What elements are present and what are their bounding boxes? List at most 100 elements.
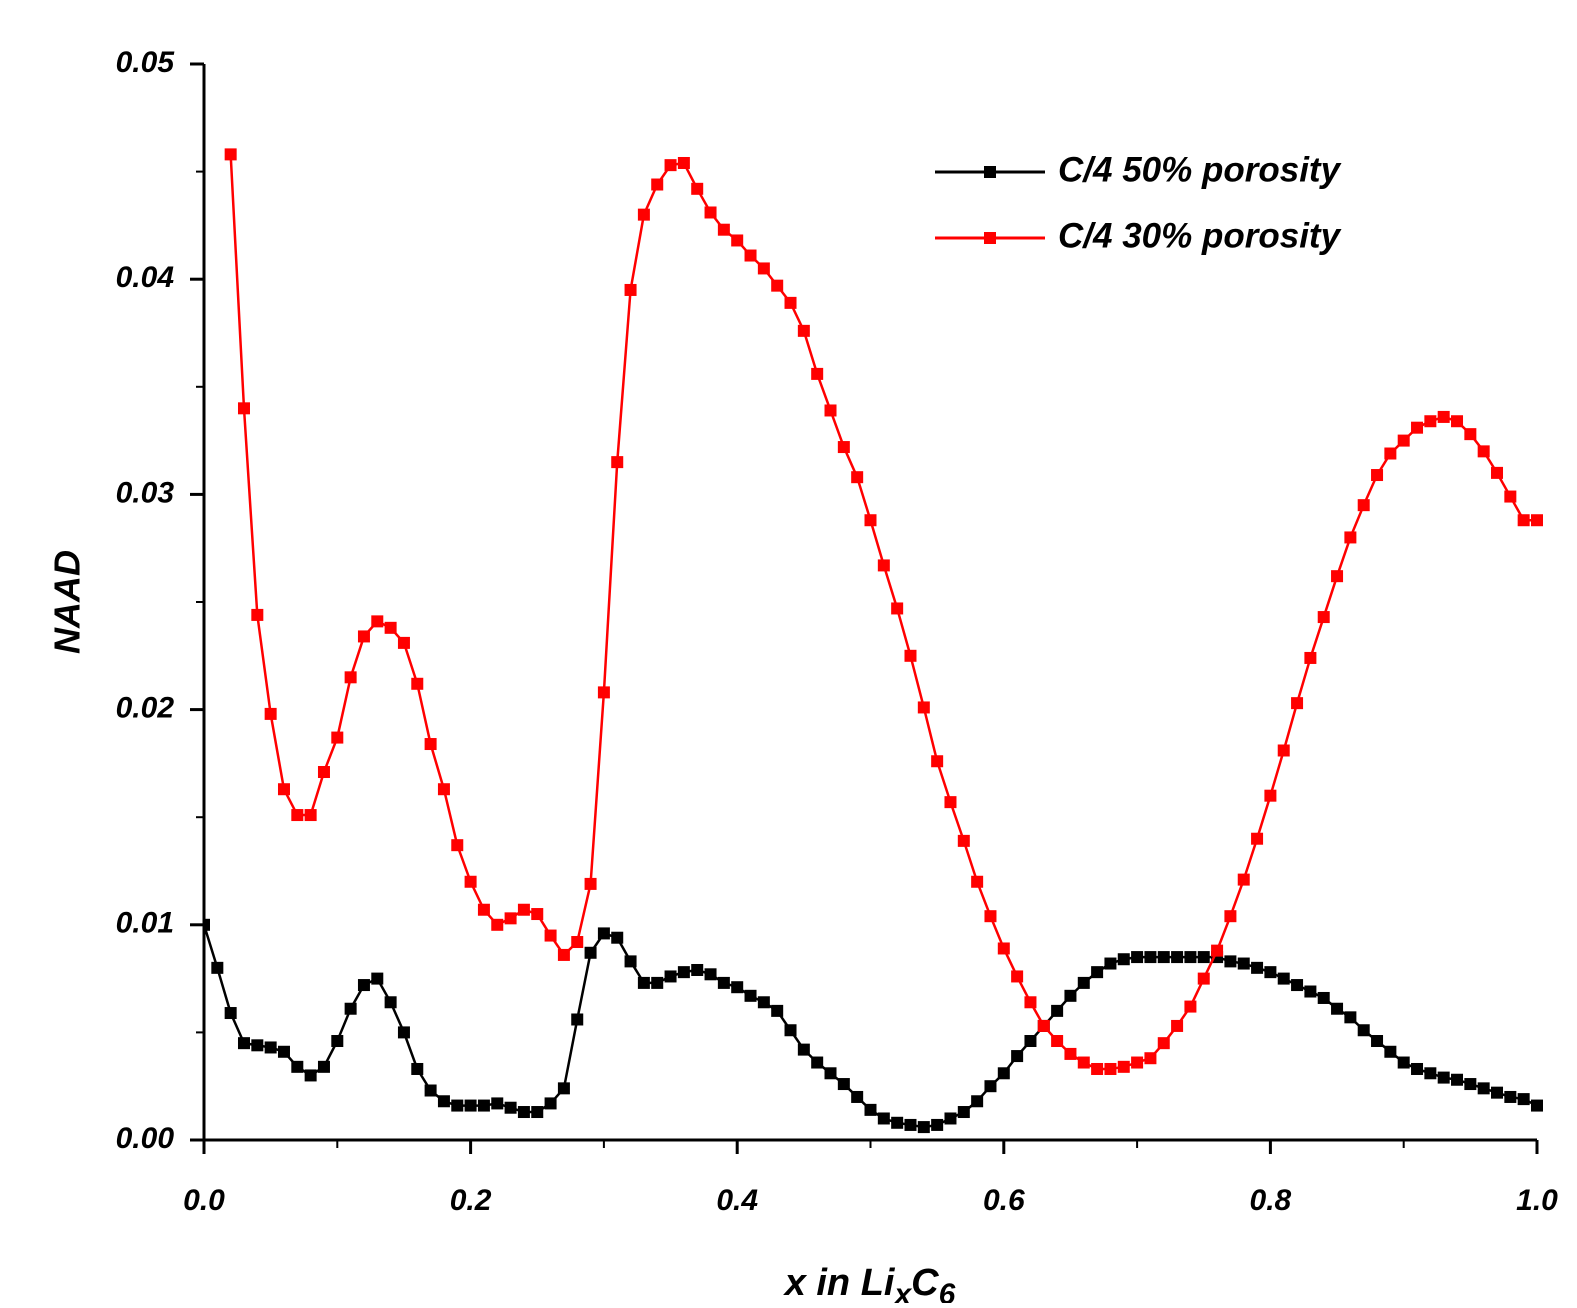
data-point — [1504, 490, 1517, 503]
data-point — [677, 156, 690, 169]
data-point — [1437, 410, 1450, 423]
series-line — [229, 154, 1537, 1071]
data-point — [1051, 1004, 1064, 1017]
data-point — [824, 404, 837, 417]
data-point — [504, 912, 517, 925]
data-point — [1304, 651, 1317, 664]
y-axis-title: NAAD — [47, 550, 88, 654]
data-point — [624, 283, 637, 296]
data-point — [304, 809, 317, 822]
data-point — [1451, 1073, 1464, 1086]
legend-marker — [984, 166, 996, 178]
data-point — [1504, 1090, 1517, 1103]
data-point — [1117, 1060, 1130, 1073]
y-tick-label: 0.02 — [116, 692, 175, 725]
data-point — [371, 615, 384, 628]
data-point — [651, 976, 664, 989]
data-point — [557, 1082, 570, 1095]
data-point — [211, 961, 224, 974]
x-axis-title-part: C — [911, 1262, 939, 1303]
data-point — [1171, 1019, 1184, 1032]
data-point — [451, 839, 464, 852]
y-tick-label: 0.01 — [116, 907, 174, 940]
data-point — [477, 903, 490, 916]
data-point — [1104, 957, 1117, 970]
data-point — [1251, 832, 1264, 845]
data-point — [664, 159, 677, 172]
data-point — [384, 621, 397, 634]
data-point — [1011, 970, 1024, 983]
x-tick-label: 0.0 — [183, 1184, 225, 1217]
data-point — [1024, 996, 1037, 1009]
data-point — [811, 367, 824, 380]
data-point — [637, 976, 650, 989]
data-point — [291, 1060, 304, 1073]
data-point — [717, 223, 730, 236]
data-point — [204, 918, 210, 931]
data-point — [771, 279, 784, 292]
data-point — [1144, 1052, 1157, 1065]
data-point — [357, 630, 370, 643]
data-point — [651, 178, 664, 191]
data-point — [291, 809, 304, 822]
data-point — [517, 903, 530, 916]
data-point — [397, 1026, 410, 1039]
legend-marker — [984, 232, 996, 244]
data-point — [1264, 966, 1277, 979]
data-point — [344, 1002, 357, 1015]
data-point — [1384, 1045, 1397, 1058]
data-point — [1397, 434, 1410, 447]
data-point — [611, 456, 624, 469]
data-point — [677, 966, 690, 979]
data-point — [237, 402, 250, 415]
data-point — [904, 649, 917, 662]
data-point — [1331, 570, 1344, 583]
data-point — [1184, 1000, 1197, 1013]
data-point — [957, 834, 970, 847]
data-point — [1424, 415, 1437, 428]
data-point — [371, 972, 384, 985]
legend-label: C/4 50% porosity — [1058, 150, 1342, 189]
data-point — [437, 1095, 450, 1108]
data-point — [1357, 499, 1370, 512]
x-axis-title: x in LixC6 — [783, 1262, 956, 1303]
data-point — [597, 927, 610, 940]
data-point — [1224, 955, 1237, 968]
data-point — [411, 677, 424, 690]
data-point — [504, 1101, 517, 1114]
data-point — [1384, 447, 1397, 460]
data-point — [517, 1106, 530, 1119]
data-point — [224, 148, 237, 161]
data-point — [971, 875, 984, 888]
data-point — [1451, 415, 1464, 428]
data-point — [997, 942, 1010, 955]
data-point — [224, 1007, 237, 1020]
data-point — [384, 996, 397, 1009]
x-axis-title-part: x in Li — [783, 1262, 896, 1303]
data-point — [837, 1078, 850, 1091]
data-point — [237, 1037, 250, 1050]
data-point — [357, 979, 370, 992]
y-tick-label: 0.04 — [116, 261, 175, 294]
data-point — [1091, 966, 1104, 979]
data-point — [1117, 953, 1130, 966]
data-point — [851, 1090, 864, 1103]
data-point — [851, 471, 864, 484]
data-point — [704, 968, 717, 981]
data-point — [1064, 1047, 1077, 1060]
data-point — [1157, 951, 1170, 964]
data-point — [251, 608, 264, 621]
data-point — [744, 249, 757, 262]
x-axis-title-part: x — [892, 1278, 912, 1303]
data-point — [1277, 744, 1290, 757]
data-point — [1491, 1086, 1504, 1099]
data-point — [784, 1024, 797, 1037]
data-point — [891, 1116, 904, 1129]
data-point — [1157, 1037, 1170, 1050]
data-point — [1531, 514, 1543, 527]
data-point — [1331, 1002, 1344, 1015]
data-point — [1197, 972, 1210, 985]
data-point — [944, 1112, 957, 1125]
data-point — [1291, 979, 1304, 992]
data-point — [437, 783, 450, 796]
